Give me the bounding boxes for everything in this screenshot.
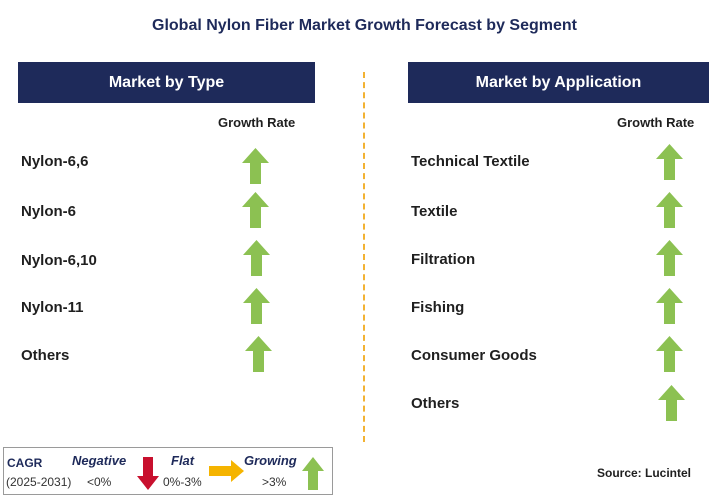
application-growth-rate-label: Growth Rate	[617, 115, 695, 130]
market-by-application-header: Market by Application	[408, 62, 709, 103]
page-title: Global Nylon Fiber Market Growth Forecas…	[152, 17, 577, 34]
growing-range: >3%	[262, 475, 287, 489]
source-note: Source: Lucintel	[597, 466, 692, 480]
type-item-label: Others	[21, 347, 70, 364]
growing-label: Growing	[244, 453, 297, 468]
growing-arrow-icon	[656, 240, 683, 276]
negative-range: <0%	[87, 475, 112, 489]
type-item-label: Nylon-6	[21, 203, 77, 220]
panel-divider	[363, 72, 365, 442]
application-item-label: Fishing	[411, 299, 465, 316]
growing-arrow-icon	[656, 288, 683, 324]
type-item-label: Nylon-11	[21, 299, 84, 316]
type-item-label: Nylon-6,6	[21, 153, 89, 170]
cagr-label: CAGR	[7, 456, 43, 470]
type-item-label: Nylon-6,10	[21, 252, 97, 269]
cagr-period: (2025-2031)	[6, 475, 72, 489]
growing-arrow-icon	[242, 192, 269, 228]
growing-arrow-icon	[658, 385, 685, 421]
cagr-legend: CAGR (2025-2031) Negative <0% Flat 0%-3%…	[3, 447, 333, 495]
application-item-label: Consumer Goods	[411, 347, 537, 364]
negative-arrow-icon	[137, 457, 159, 490]
application-item-label: Technical Textile	[411, 153, 530, 170]
flat-label: Flat	[171, 453, 195, 468]
growing-arrow-icon	[245, 336, 272, 372]
growing-arrow-icon	[302, 457, 324, 490]
negative-label: Negative	[72, 453, 127, 468]
application-item-label: Textile	[411, 203, 458, 220]
growing-arrow-icon	[656, 144, 683, 180]
growing-arrow-icon	[243, 240, 270, 276]
application-item-label: Filtration	[411, 251, 476, 268]
growing-arrow-icon	[656, 192, 683, 228]
growing-arrow-icon	[242, 148, 269, 184]
application-item-label: Others	[411, 395, 460, 412]
growing-arrow-icon	[656, 336, 683, 372]
market-by-type-header: Market by Type	[18, 62, 315, 103]
type-growth-rate-label: Growth Rate	[218, 115, 296, 130]
growing-arrow-icon	[243, 288, 270, 324]
flat-range: 0%-3%	[163, 475, 202, 489]
flat-arrow-icon	[209, 460, 244, 482]
